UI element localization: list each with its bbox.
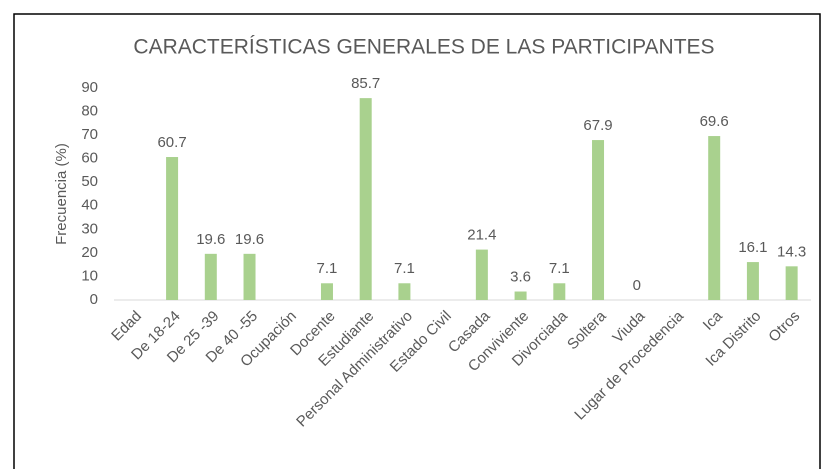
data-label: 19.6: [235, 231, 264, 248]
y-tick-label: 90: [81, 79, 98, 96]
data-label: 85.7: [351, 75, 380, 92]
chart-title: CARACTERÍSTICAS GENERALES DE LAS PARTICI…: [133, 36, 714, 59]
data-label: 21.4: [467, 227, 496, 244]
data-label: 67.9: [583, 117, 612, 134]
y-tick-label: 40: [81, 197, 98, 214]
bar: [514, 291, 527, 300]
data-label: 14.3: [777, 243, 806, 260]
y-tick-label: 50: [81, 173, 98, 190]
bar: [475, 249, 488, 300]
bar: [553, 283, 566, 300]
bar: [785, 266, 798, 300]
y-tick-label: 0: [90, 291, 98, 308]
bar: [166, 157, 179, 300]
data-label: 19.6: [196, 231, 225, 248]
y-tick-label: 60: [81, 150, 98, 167]
data-label: 3.6: [510, 268, 531, 285]
y-tick-label: 70: [81, 126, 98, 143]
bar: [204, 253, 217, 300]
bar: [398, 283, 411, 300]
y-tick-label: 20: [81, 244, 98, 261]
chart-frame: [13, 13, 821, 469]
data-label: 7.1: [549, 260, 570, 277]
bar: [320, 283, 333, 300]
y-tick-label: 30: [81, 220, 98, 237]
bar: [708, 136, 721, 300]
bar: [592, 140, 605, 300]
data-label: 0: [633, 277, 641, 294]
bar: [359, 98, 372, 300]
bar: [746, 262, 759, 300]
y-tick-label: 10: [81, 267, 98, 284]
data-label: 7.1: [317, 260, 338, 277]
data-label: 69.6: [700, 113, 729, 130]
data-label: 16.1: [738, 239, 767, 256]
y-tick-label: 80: [81, 103, 98, 120]
data-label: 60.7: [157, 134, 186, 151]
bar: [243, 253, 256, 300]
y-axis-title: Frecuencia (%): [53, 143, 70, 245]
data-label: 7.1: [394, 260, 415, 277]
